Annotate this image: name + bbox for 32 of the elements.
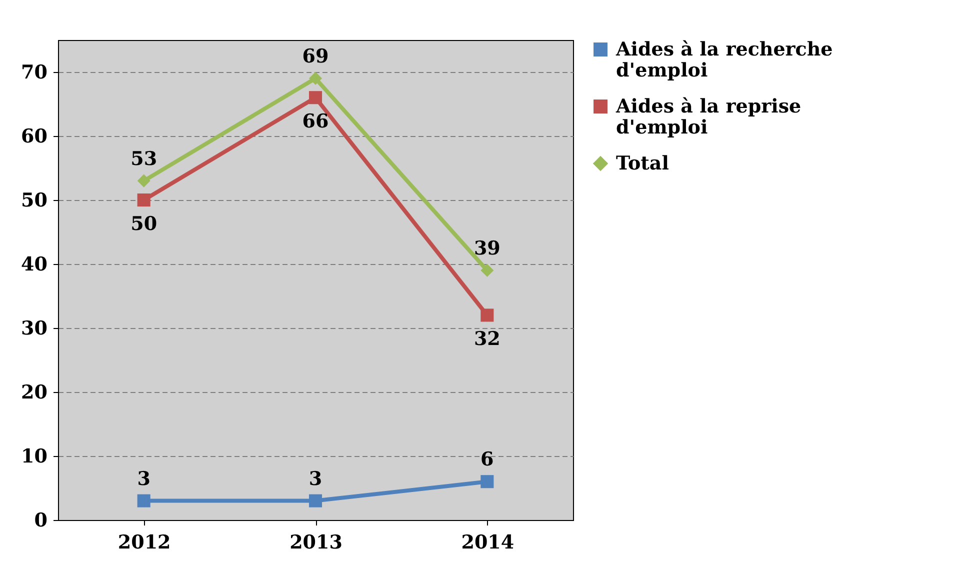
data-label: 50 — [130, 213, 158, 235]
data-label: 3 — [137, 468, 150, 490]
data-label: 3 — [308, 468, 322, 490]
y-tick-label: 50 — [21, 190, 48, 212]
y-tick-label: 40 — [21, 254, 48, 276]
x-tick-label: 2014 — [461, 532, 514, 554]
y-tick-label: 60 — [21, 126, 48, 148]
data-label: 53 — [130, 148, 158, 170]
y-tick-label: 30 — [21, 318, 48, 340]
x-tick-label: 2012 — [118, 532, 171, 554]
data-label: 39 — [474, 237, 500, 260]
point — [137, 193, 150, 207]
point — [480, 308, 494, 322]
y-tick-label: 10 — [21, 446, 48, 468]
y-tick-label: 0 — [34, 510, 48, 532]
point — [137, 174, 150, 188]
point — [480, 264, 494, 277]
data-label: 6 — [480, 448, 494, 471]
legend-label: Aides à la recherche d'emploi — [615, 38, 833, 82]
data-label: 32 — [474, 328, 500, 350]
legend-label: Aides à la reprise d'emploi — [615, 96, 802, 138]
point — [137, 494, 150, 508]
data-label: 69 — [302, 45, 329, 68]
y-tick-label: 70 — [21, 62, 48, 84]
x-tick-label: 2013 — [290, 532, 342, 554]
legend-label: Total — [616, 152, 669, 174]
y-tick-label: 20 — [21, 382, 48, 404]
point — [308, 494, 322, 508]
data-label: 66 — [302, 110, 329, 133]
point — [308, 72, 322, 85]
point — [480, 475, 494, 488]
point — [308, 91, 322, 104]
